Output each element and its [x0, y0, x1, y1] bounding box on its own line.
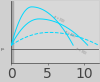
- Bar: [11, 1, 13, 63]
- Text: φ = 100: φ = 100: [54, 15, 65, 23]
- Text: φ = 300: φ = 300: [75, 46, 87, 55]
- Text: φ = 400: φ = 400: [64, 30, 75, 39]
- Text: p₀: p₀: [0, 47, 5, 51]
